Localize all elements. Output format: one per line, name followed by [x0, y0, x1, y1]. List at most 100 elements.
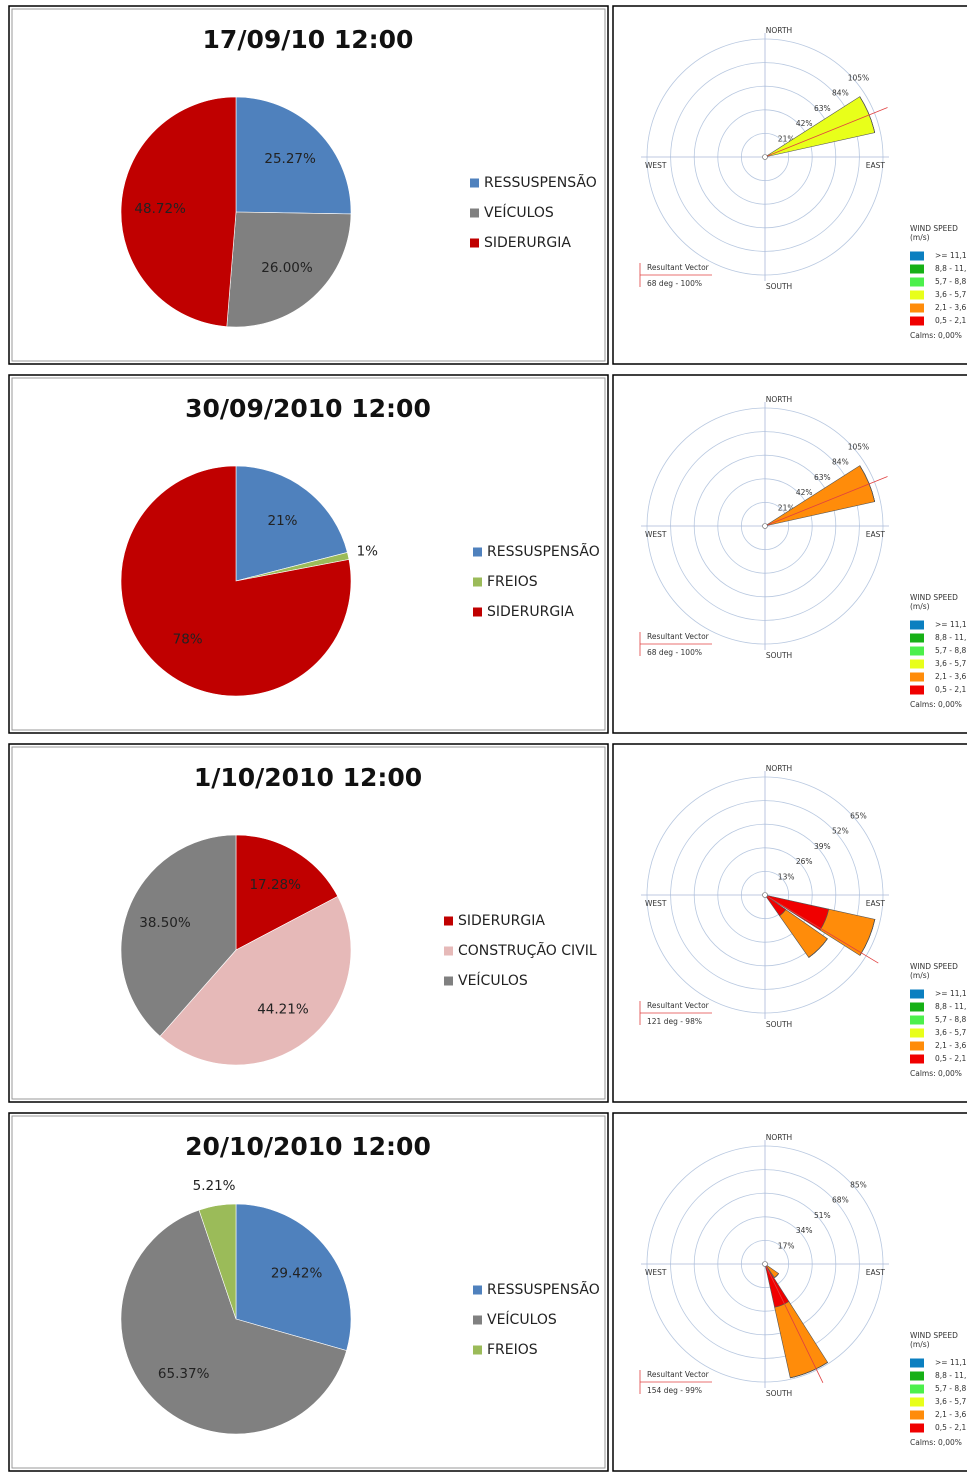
pie-panel: 20/10/2010 12:00 29.42% 65.37% 5.21% RESSUSP…: [8, 1112, 609, 1472]
calms: Calms: 0,00%: [910, 1069, 962, 1078]
ring-label: 52%: [832, 827, 849, 836]
legend-label: 5,7 - 8,8: [935, 1015, 967, 1024]
legend-swatch: [910, 1054, 924, 1064]
legend-swatch: [910, 1423, 924, 1433]
calms: Calms: 0,00%: [910, 700, 962, 709]
legend-swatch: [470, 178, 479, 188]
compass-west: WEST: [645, 1268, 667, 1277]
legend-swatch: [910, 1002, 924, 1012]
ring-label: 63%: [814, 104, 831, 113]
legend-label: 3,6 - 5,7: [935, 659, 967, 668]
legend-swatch: [910, 316, 924, 326]
legend-swatch: [444, 916, 453, 926]
pie-panel: 1/10/2010 12:00 17.28% 44.21% 38.50% SIDERUR…: [8, 743, 609, 1103]
legend-title: WIND SPEED: [910, 593, 958, 602]
legend-swatch: [910, 1041, 924, 1051]
legend-swatch: [910, 633, 924, 643]
pie-slice: [120, 96, 237, 327]
ring-label: 13%: [778, 872, 795, 881]
legend-label: 3,6 - 5,7: [935, 1028, 967, 1037]
compass-north: NORTH: [766, 764, 792, 773]
legend-label: 8,8 - 11,1: [935, 264, 967, 273]
legend-unit: (m/s): [910, 971, 930, 980]
legend-label: 3,6 - 5,7: [935, 290, 967, 299]
petal: [774, 1273, 779, 1278]
legend-label: 0,5 - 2,1: [935, 685, 967, 694]
pie-slice: [198, 1203, 237, 1320]
panel-border: [612, 5, 967, 365]
legend-swatch: [910, 672, 924, 682]
legend-label: VEÍCULOS: [458, 972, 528, 989]
legend-swatch: [910, 1384, 924, 1394]
panel-border: [8, 5, 609, 365]
legend-swatch: [910, 277, 924, 287]
data-label: 29.42%: [271, 1265, 323, 1281]
legend-label: >= 11,1: [935, 620, 967, 629]
petal: [774, 1301, 829, 1379]
resultant-label: 68 deg - 100%: [647, 279, 702, 288]
legend-label: 0,5 - 2,1: [935, 1054, 967, 1063]
legend-label: 5,7 - 8,8: [935, 646, 967, 655]
panel-inner-border: [11, 377, 606, 731]
resultant-title: Resultant Vector: [647, 1001, 710, 1010]
legend-swatch: [444, 976, 453, 986]
resultant-title: Resultant Vector: [647, 1370, 710, 1379]
compass-south: SOUTH: [766, 1389, 792, 1398]
pie-panel: 17/09/10 12:00 25.27% 26.00% 48.72% RESSUSPE…: [8, 5, 609, 365]
pie-slice: [120, 1209, 347, 1435]
ring-label: 39%: [814, 842, 831, 851]
ring-label: 105%: [848, 443, 869, 452]
legend-swatch: [910, 620, 924, 630]
ring-label: 42%: [796, 488, 813, 497]
ring-label: 26%: [796, 857, 813, 866]
legend-label: SIDERURGIA: [484, 235, 571, 251]
legend-title: WIND SPEED: [910, 962, 958, 971]
legend-label: SIDERURGIA: [487, 604, 574, 620]
legend-label: FREIOS: [487, 1342, 538, 1358]
ring-label: 21%: [778, 134, 795, 143]
panel-inner-border: [11, 1115, 606, 1469]
legend-swatch: [910, 251, 924, 261]
legend-swatch: [473, 607, 482, 617]
legend-swatch: [473, 577, 482, 587]
calms: Calms: 0,00%: [910, 1438, 962, 1447]
pie-slice: [120, 465, 352, 697]
ring-label: 84%: [832, 458, 849, 467]
compass-east: EAST: [866, 1268, 886, 1277]
legend-label: 5,7 - 8,8: [935, 1384, 967, 1393]
compass-south: SOUTH: [766, 282, 792, 291]
center: [762, 892, 768, 898]
ring-label: 42%: [796, 119, 813, 128]
panel-border: [8, 743, 609, 1103]
center: [762, 523, 768, 529]
compass-west: WEST: [645, 161, 667, 170]
windrose-panel: 21%42%63%84% 105% NORTH SOUTH EAST WEST Result…: [612, 374, 967, 734]
ring-label: 63%: [814, 473, 831, 482]
resultant-title: Resultant Vector: [647, 263, 710, 272]
legend-label: 2,1 - 3,6: [935, 672, 967, 681]
legend-label: >= 11,1: [935, 251, 967, 260]
resultant-title: Resultant Vector: [647, 632, 710, 641]
compass-east: EAST: [866, 530, 886, 539]
compass-west: WEST: [645, 530, 667, 539]
legend-swatch: [910, 646, 924, 656]
resultant-vector: [764, 107, 888, 158]
legend-label: RESSUSPENSÃO: [487, 543, 600, 560]
panel-border: [612, 374, 967, 734]
compass-north: NORTH: [766, 26, 792, 35]
chart-title: 20/10/2010 12:00: [185, 1132, 431, 1161]
legend-swatch: [910, 290, 924, 300]
data-label: 1%: [357, 544, 379, 560]
legend-label: 2,1 - 3,6: [935, 1041, 967, 1050]
pie-slice: [235, 96, 352, 215]
pie-slice: [235, 834, 339, 951]
data-label: 17.28%: [249, 877, 301, 893]
panel-inner-border: [11, 8, 606, 362]
legend-label: >= 11,1: [935, 1358, 967, 1367]
legend-label: VEÍCULOS: [484, 204, 554, 221]
windrose-panel: 21%42%63%84% 105% NORTH SOUTH EAST WEST Result…: [612, 5, 967, 365]
petal: [859, 465, 876, 502]
legend-label: 5,7 - 8,8: [935, 277, 967, 286]
legend-swatch: [910, 1358, 924, 1368]
